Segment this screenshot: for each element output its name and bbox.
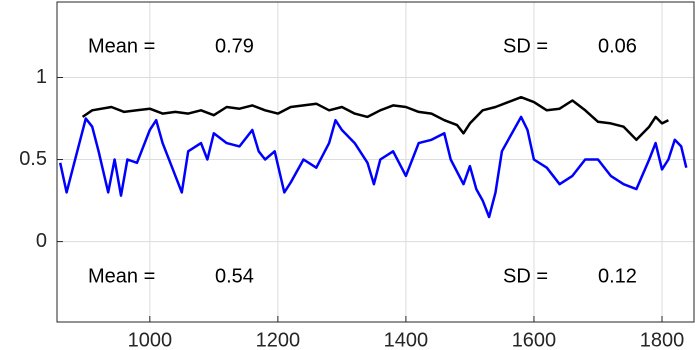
x-tick-label: 1600 (512, 329, 557, 350)
y-tick-label: 1 (36, 66, 47, 88)
y-tick-label: 0.5 (19, 148, 47, 170)
annotation: SD = (503, 265, 548, 287)
annotation: 0.54 (215, 265, 254, 287)
annotation: Mean = (88, 265, 155, 287)
x-tick-label: 1400 (384, 329, 429, 350)
x-tick-label: 1800 (640, 329, 685, 350)
data-line (81, 95, 669, 142)
annotation: 0.06 (598, 35, 637, 57)
annotation: Mean = (88, 35, 155, 57)
annotation: 0.12 (598, 265, 637, 287)
axes-box (56, 1, 695, 323)
x-tick-label: 1000 (128, 329, 173, 350)
x-tick-label: 1200 (256, 329, 301, 350)
y-tick-label: 0 (36, 230, 47, 252)
data-line (58, 115, 688, 219)
annotation: 0.79 (215, 35, 254, 57)
annotation: SD = (503, 35, 548, 57)
